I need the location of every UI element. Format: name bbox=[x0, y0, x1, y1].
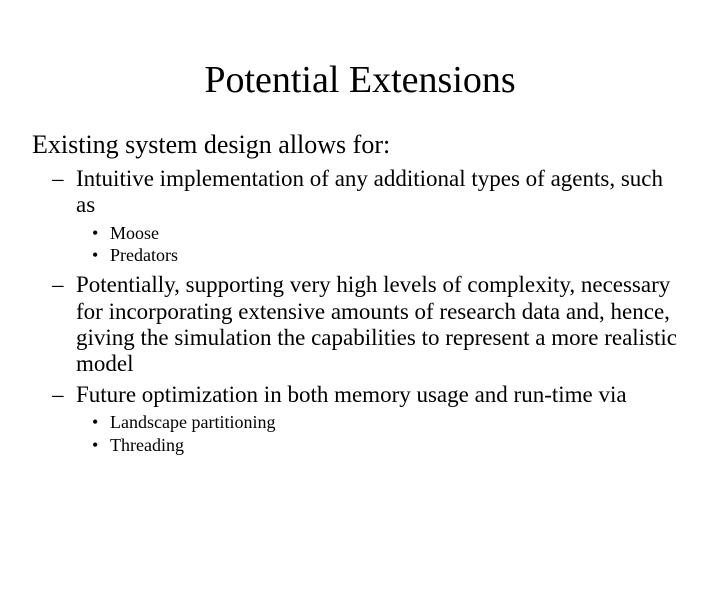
bullet-list-level2: Landscape partitioning Threading bbox=[76, 412, 680, 455]
list-item-text: Threading bbox=[110, 435, 184, 455]
list-item: Future optimization in both memory usage… bbox=[76, 382, 680, 456]
slide-body: Existing system design allows for: Intui… bbox=[32, 130, 680, 456]
list-item: Potentially, supporting very high levels… bbox=[76, 272, 680, 378]
list-item: Intuitive implementation of any addition… bbox=[76, 166, 680, 266]
list-item-text: Potentially, supporting very high levels… bbox=[76, 272, 677, 376]
intro-text: Existing system design allows for: bbox=[32, 130, 680, 160]
list-item: Threading bbox=[110, 435, 680, 456]
bullet-list-level1: Intuitive implementation of any addition… bbox=[32, 166, 680, 456]
slide: Potential Extensions Existing system des… bbox=[0, 58, 720, 598]
slide-title: Potential Extensions bbox=[0, 58, 720, 102]
list-item-text: Predators bbox=[110, 245, 178, 265]
list-item: Landscape partitioning bbox=[110, 412, 680, 433]
bullet-list-level2: Moose Predators bbox=[76, 223, 680, 266]
list-item: Predators bbox=[110, 245, 680, 266]
list-item-text: Landscape partitioning bbox=[110, 412, 275, 432]
list-item-text: Moose bbox=[110, 223, 159, 243]
list-item: Moose bbox=[110, 223, 680, 244]
list-item-text: Future optimization in both memory usage… bbox=[76, 382, 627, 407]
list-item-text: Intuitive implementation of any addition… bbox=[76, 166, 663, 217]
